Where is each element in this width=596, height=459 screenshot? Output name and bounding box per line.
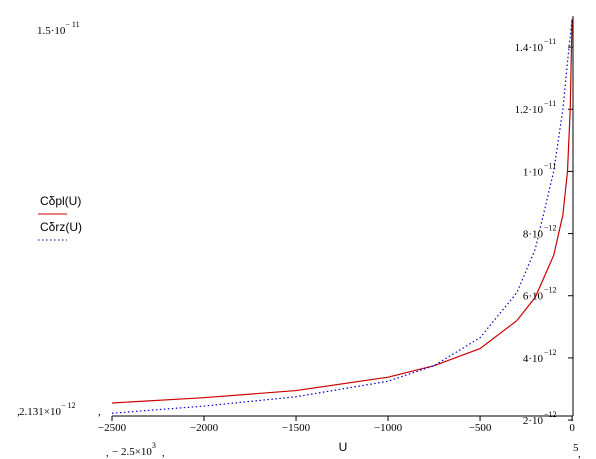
y-tick-label: 2·10 [523, 415, 544, 427]
x-tick-label: −2000 [190, 422, 219, 434]
series-line-rz [111, 19, 573, 414]
y-tick-label: 1.2·10 [515, 104, 544, 116]
axes [111, 16, 574, 421]
x-tick-label: −2500 [98, 422, 127, 434]
y-tick-exponent: −12 [544, 286, 557, 295]
y-tick-labels: 2·10−124·10−126·10−128·10−121·10−111.2·1… [515, 37, 557, 427]
y-tick-label: 8·10 [523, 229, 544, 241]
legend-label-rz: Cδrz(U) [40, 220, 82, 234]
y-tick-exponent: −12 [544, 348, 557, 357]
y-range-min-label: 2.131×10− 12 [19, 401, 75, 418]
x-tick-label: −1500 [282, 422, 311, 434]
y-range-min-bracket-right: , [98, 406, 101, 418]
series-layer [111, 19, 573, 414]
x-axis-label: U [339, 440, 348, 454]
y-tick-exponent: −12 [544, 410, 557, 419]
y-range-min-bracket: , [17, 406, 20, 418]
y-tick-label: 1.4·10 [515, 42, 544, 54]
series-line-pl [111, 19, 573, 404]
y-tick-label: 4·10 [523, 353, 544, 365]
y-tick-exponent: −11 [544, 37, 556, 46]
x-range-max-bracket: , [578, 448, 581, 459]
y-tick-exponent: −12 [544, 224, 557, 233]
y-tick-exponent: −11 [544, 161, 556, 170]
x-range-min-label: − 2.5×103 [112, 441, 156, 458]
legend-label-pl: Cδpl(U) [40, 194, 81, 208]
legend: Cδpl(U) Cδrz(U) [38, 194, 82, 241]
y-tick-exponent: −11 [544, 99, 556, 108]
x-tick-label: −500 [469, 422, 492, 434]
y-tick-label: 1·10 [523, 166, 544, 178]
x-tick-label: 0 [569, 422, 575, 434]
y-tick-label: 6·10 [523, 291, 544, 303]
x-tick-labels: −2500 −2000 −1500 −1000 −500 0 [98, 422, 575, 434]
x-range-min-bracket-right: , [162, 447, 165, 459]
y-range-max-label: 1.5·10− 11 [37, 20, 80, 37]
x-tick-label: −1000 [374, 422, 403, 434]
x-range-max-label: 5 [573, 442, 579, 454]
x-range-min-bracket: , [106, 447, 109, 459]
